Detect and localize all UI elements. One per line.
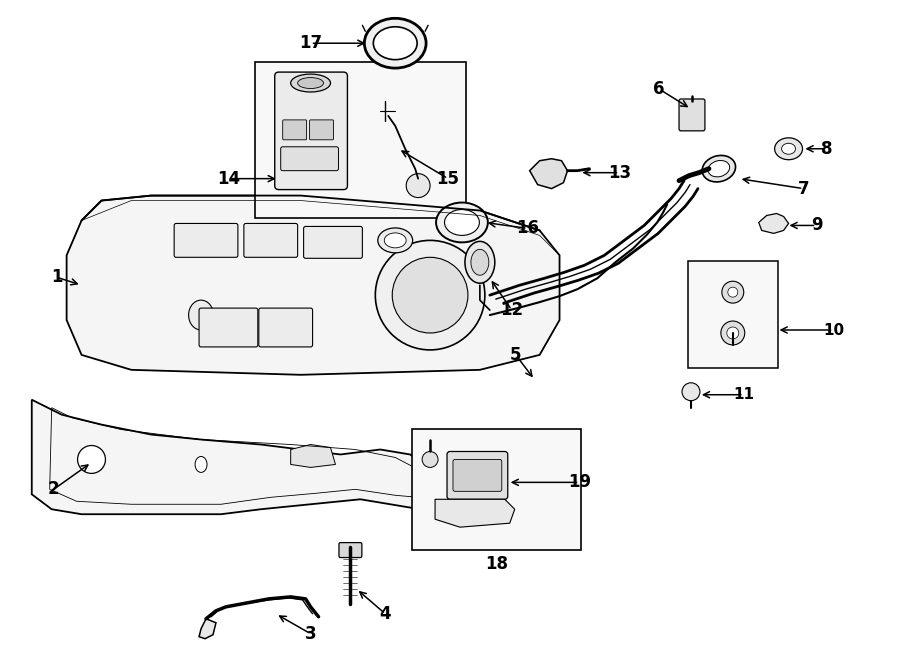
Text: 15: 15	[436, 170, 460, 188]
Circle shape	[721, 321, 745, 345]
Polygon shape	[530, 159, 568, 188]
FancyBboxPatch shape	[447, 451, 508, 499]
FancyBboxPatch shape	[281, 147, 338, 171]
Circle shape	[682, 383, 700, 401]
FancyBboxPatch shape	[255, 62, 466, 219]
Ellipse shape	[195, 457, 207, 473]
Text: 2: 2	[48, 481, 59, 498]
FancyBboxPatch shape	[283, 120, 307, 140]
Ellipse shape	[384, 233, 406, 248]
Circle shape	[727, 327, 739, 339]
Text: 13: 13	[608, 164, 631, 182]
Ellipse shape	[465, 241, 495, 283]
Ellipse shape	[781, 143, 796, 154]
Circle shape	[406, 174, 430, 198]
Ellipse shape	[708, 161, 730, 177]
Text: 19: 19	[568, 473, 591, 491]
Circle shape	[392, 257, 468, 333]
Ellipse shape	[471, 249, 489, 275]
Text: 5: 5	[510, 346, 521, 364]
Ellipse shape	[378, 228, 413, 253]
Ellipse shape	[364, 19, 426, 68]
Text: 16: 16	[517, 219, 539, 237]
FancyBboxPatch shape	[688, 261, 778, 368]
FancyBboxPatch shape	[199, 308, 257, 347]
Text: 12: 12	[500, 301, 523, 319]
FancyBboxPatch shape	[274, 72, 347, 190]
Circle shape	[77, 446, 105, 473]
Text: 10: 10	[823, 323, 844, 338]
FancyBboxPatch shape	[453, 459, 502, 491]
FancyBboxPatch shape	[412, 428, 581, 550]
Text: 7: 7	[797, 180, 809, 198]
Polygon shape	[435, 499, 515, 527]
FancyBboxPatch shape	[310, 120, 334, 140]
Text: 3: 3	[305, 625, 317, 642]
Polygon shape	[199, 619, 216, 639]
FancyBboxPatch shape	[175, 223, 238, 257]
Ellipse shape	[445, 210, 480, 235]
Text: 1: 1	[51, 268, 62, 286]
Ellipse shape	[298, 77, 323, 89]
Text: 9: 9	[811, 216, 823, 235]
Text: 14: 14	[218, 170, 240, 188]
Ellipse shape	[374, 27, 417, 59]
FancyBboxPatch shape	[244, 223, 298, 257]
Text: 4: 4	[380, 605, 392, 623]
Ellipse shape	[436, 202, 488, 243]
FancyBboxPatch shape	[259, 308, 312, 347]
Circle shape	[722, 281, 743, 303]
Ellipse shape	[775, 137, 803, 160]
Text: 6: 6	[653, 80, 665, 98]
Ellipse shape	[291, 74, 330, 92]
Ellipse shape	[189, 300, 213, 330]
Text: 18: 18	[485, 555, 508, 573]
Circle shape	[728, 287, 738, 297]
FancyBboxPatch shape	[679, 99, 705, 131]
Text: 8: 8	[821, 139, 833, 158]
FancyBboxPatch shape	[339, 543, 362, 557]
Polygon shape	[67, 196, 560, 375]
Polygon shape	[291, 444, 336, 467]
Circle shape	[375, 241, 485, 350]
Polygon shape	[32, 400, 430, 514]
FancyBboxPatch shape	[303, 227, 363, 258]
Polygon shape	[759, 214, 788, 233]
Ellipse shape	[702, 155, 735, 182]
Text: 17: 17	[299, 34, 322, 52]
Circle shape	[422, 451, 438, 467]
Text: 11: 11	[734, 387, 754, 403]
